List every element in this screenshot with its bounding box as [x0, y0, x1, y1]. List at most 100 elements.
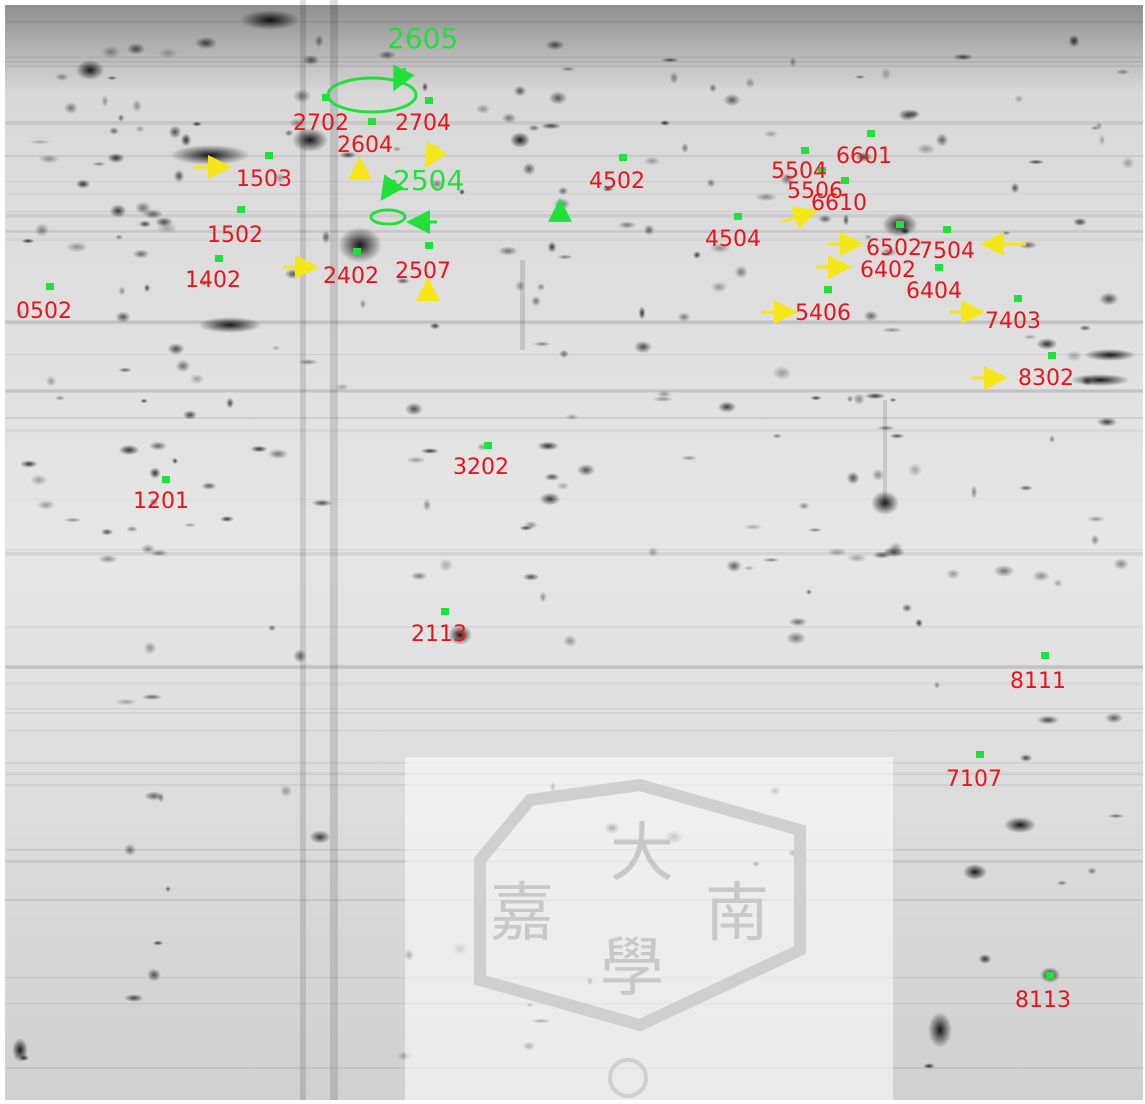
gel-spot: [681, 143, 688, 153]
gel-spot: [20, 460, 38, 467]
spot-label: 8302: [1018, 366, 1074, 391]
watermark-char: 大: [610, 817, 674, 891]
gel-streak: [5, 214, 1143, 218]
gel-spot: [410, 572, 427, 580]
gel-spot: [498, 246, 518, 255]
gel-streak: [5, 211, 1143, 212]
gel-spot: [902, 604, 912, 613]
gel-spot: [539, 591, 547, 602]
gel-spot: [140, 399, 147, 404]
gel-streak: [5, 429, 1143, 432]
gel-streak: [5, 156, 1143, 157]
gel-spot: [681, 455, 697, 460]
gel-spot: [1099, 134, 1105, 146]
gel-streak: [5, 155, 1143, 156]
gel-streak: [5, 193, 1143, 194]
gel-spot: [135, 202, 151, 215]
watermark-char: 南: [705, 877, 769, 951]
spot-label: 8111: [1010, 669, 1066, 694]
gel-spot: [936, 134, 949, 147]
spot-marker: [801, 147, 809, 154]
gel-spot: [523, 163, 536, 176]
gel-spot: [1086, 516, 1105, 522]
gel-streak: [5, 181, 1143, 182]
gel-spot: [102, 95, 109, 108]
gel-streak: [5, 61, 1143, 63]
gel-streak: [520, 260, 525, 350]
gel-spot: [531, 296, 541, 306]
gel-spot: [153, 941, 164, 946]
spot-marker: [162, 476, 170, 483]
spot-marker: [484, 442, 492, 449]
gel-spot: [144, 791, 164, 800]
gel-spot: [1107, 814, 1124, 818]
gel-spot: [855, 75, 866, 79]
gel-spot: [806, 589, 812, 595]
gel-spot: [618, 221, 636, 229]
gel-spot: [190, 374, 205, 384]
gel-streak: [330, 0, 338, 1100]
spot-label: 1503: [236, 167, 292, 192]
gel-spot: [810, 396, 822, 401]
spot-label: 2113: [411, 622, 467, 647]
gel-spot: [1122, 157, 1135, 170]
gel-spot: [143, 641, 156, 655]
gel-spot: [405, 403, 423, 416]
gel-spot: [268, 625, 276, 632]
gel-streak: [5, 712, 1143, 714]
spot-marker: [976, 751, 984, 758]
gel-spot: [220, 516, 234, 522]
gel-spot: [109, 127, 119, 135]
spot-marker: [368, 118, 376, 125]
spot-label: 7504: [919, 239, 975, 264]
gel-spot: [144, 284, 150, 292]
spot-marker: [824, 286, 832, 293]
gel-spot: [250, 446, 268, 453]
gel-spot: [1091, 535, 1100, 546]
gel-spot: [773, 366, 792, 380]
watermark-char: 學: [600, 932, 664, 1006]
gel-spot: [557, 255, 573, 260]
spot-marker: [265, 152, 273, 159]
gel-spot: [280, 785, 292, 797]
spot-marker: [441, 608, 449, 615]
gel-spot: [537, 442, 559, 451]
spot-label: 6601: [836, 144, 892, 169]
gel-spot: [118, 114, 124, 122]
gel-spot: [29, 140, 51, 144]
spot-marker: [322, 94, 330, 101]
gel-spot: [1105, 713, 1123, 724]
gel-spot: [311, 500, 332, 507]
gel-streak: [5, 65, 1143, 67]
gel-spot: [118, 286, 125, 295]
gel-spot: [30, 474, 47, 486]
gel-spot: [195, 37, 217, 49]
gel-spot: [847, 395, 853, 402]
spot-label: 0502: [16, 299, 72, 324]
gel-spot: [734, 265, 747, 278]
gel-spot: [908, 110, 921, 118]
spot-label: 2604: [337, 133, 393, 158]
gel-spot: [201, 482, 216, 489]
gel-spot: [764, 130, 778, 137]
gel-spot: [172, 458, 178, 465]
spot-label: 4504: [705, 227, 761, 252]
gel-spot: [1116, 69, 1131, 74]
gel-spot: [107, 153, 125, 163]
gel-spot: [136, 125, 145, 132]
gel-spot: [142, 694, 163, 700]
gel-spot: [118, 368, 132, 373]
gel-spot: [165, 886, 171, 892]
spot-marker: [935, 264, 943, 271]
gel-streak: [5, 121, 1143, 125]
gel-spot: [872, 469, 884, 481]
spot-label: 4502: [589, 169, 645, 194]
gel-spot: [1011, 183, 1019, 194]
gel-spot: [946, 569, 960, 579]
gel-spot: [19, 1055, 29, 1061]
gel-streak: [5, 682, 1143, 686]
spot-marker: [215, 255, 223, 262]
gel-spot: [963, 864, 987, 880]
gel-spot: [127, 43, 145, 55]
gel-spot: [890, 398, 897, 402]
